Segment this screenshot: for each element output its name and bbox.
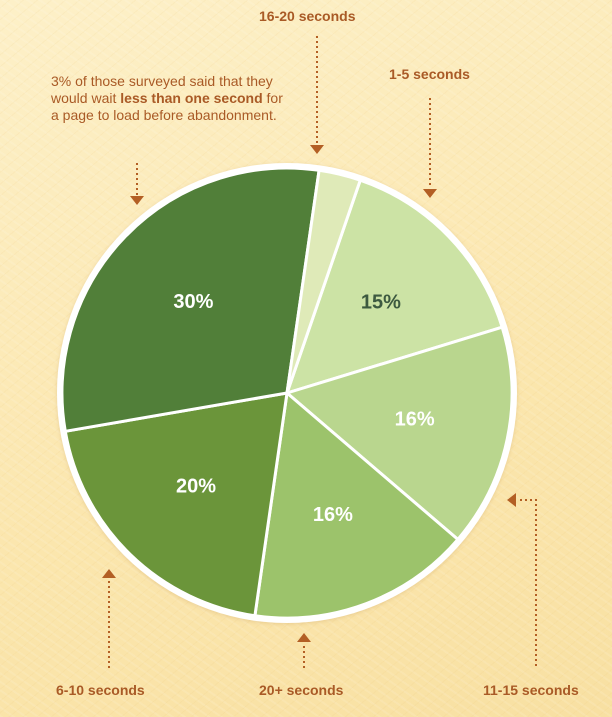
label-20-plus-seconds: 20+ seconds [259, 682, 344, 698]
arrow-less-than-one-second [130, 163, 144, 205]
slice-percent-1-5-seconds: 16% [395, 409, 435, 431]
pie-slice-20-seconds [63, 391, 289, 618]
label-11-15-seconds: 11-15 seconds [483, 682, 579, 698]
pie-slice-16-20-seconds [285, 178, 504, 395]
annotation-text-start: 3% of those surveyed said that they woul… [51, 73, 273, 106]
pie-slice-1-5-seconds [285, 325, 514, 541]
slice-percent-20-seconds: 20% [176, 476, 216, 498]
arrow-pointers [102, 36, 537, 668]
arrow-20-plus-seconds [297, 633, 311, 668]
arrow-1-5-seconds [423, 98, 437, 198]
pie-slice-11-15-seconds [253, 391, 460, 620]
less-than-one-second-annotation: 3% of those surveyed said that they woul… [51, 73, 291, 124]
pie-slice-less-than-one-second [285, 168, 362, 395]
slice-percent-6-10-seconds: 30% [173, 291, 213, 313]
annotation-text-end: for a page to load before abandonment. [51, 90, 283, 123]
slice-percent-11-15-seconds: 16% [313, 504, 353, 526]
pie-slice-6-10-seconds [60, 166, 321, 433]
label-6-10-seconds: 6-10 seconds [56, 682, 145, 698]
arrow-16-20-seconds [310, 36, 324, 154]
percent-labels: 15% 16% 16% 20% 30% [173, 291, 435, 526]
slice-percent-16-20-seconds: 15% [361, 291, 401, 313]
label-1-5-seconds: 1-5 seconds [389, 66, 470, 82]
arrow-11-15-seconds [507, 493, 537, 666]
label-16-20-seconds: 16-20 seconds [259, 8, 356, 24]
pie-slices [60, 166, 514, 620]
arrow-6-10-seconds [102, 569, 116, 668]
annotation-text-bold: less than one second [120, 90, 263, 106]
